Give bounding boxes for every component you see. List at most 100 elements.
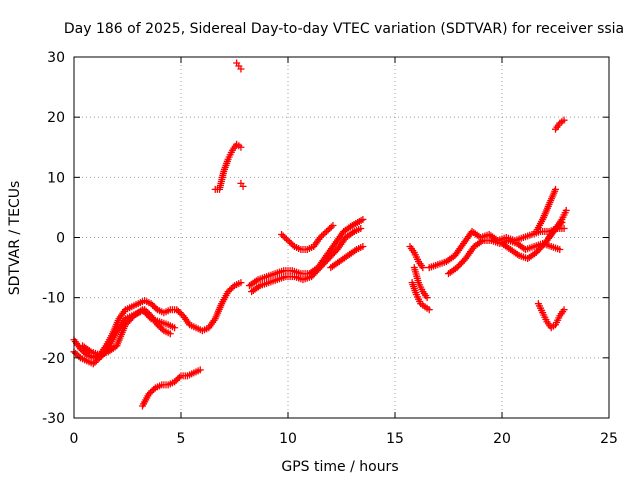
data-point-trail <box>147 388 155 396</box>
data-series-arc-3 <box>79 306 179 359</box>
data-point <box>224 288 232 296</box>
data-series-arc-12 <box>406 243 427 272</box>
x-tick-label: 5 <box>177 431 186 447</box>
data-point-trail <box>150 303 158 311</box>
y-axis-label: SDTVAR / TECUs <box>7 181 23 296</box>
data-point <box>560 116 568 124</box>
data-point-trail <box>75 352 83 360</box>
data-point <box>171 378 179 386</box>
data-point <box>359 243 367 251</box>
data-point-trail <box>281 234 289 241</box>
data-point <box>419 264 427 272</box>
data-point <box>329 221 337 229</box>
data-series-arc-4 <box>138 366 204 410</box>
y-tick-label: 0 <box>56 231 65 247</box>
data-point-trail <box>289 241 297 249</box>
chart-title: Day 186 of 2025, Sidereal Day-to-day VTE… <box>64 21 624 37</box>
data-series-arc-5 <box>211 140 245 193</box>
data-point <box>562 206 570 214</box>
y-tick-label: -30 <box>42 411 65 427</box>
data-series-arc-19 <box>545 206 570 241</box>
data-point-trail <box>319 230 327 238</box>
data-point <box>425 306 433 314</box>
y-tick-label: 10 <box>47 170 65 186</box>
data-point-trail <box>227 285 235 293</box>
y-tick-label: -10 <box>42 291 65 307</box>
data-point-trail <box>157 324 165 332</box>
data-point <box>316 234 324 241</box>
data-point-trail <box>327 223 335 231</box>
x-tick-label: 25 <box>600 431 618 447</box>
data-point <box>173 306 181 314</box>
data-point <box>147 300 155 308</box>
data-point <box>284 237 292 245</box>
data-point-trail <box>318 232 326 240</box>
data-series-arc-1 <box>70 279 245 362</box>
x-tick-label: 0 <box>70 431 79 447</box>
data-point-trail <box>229 283 237 291</box>
data-point-trail <box>149 301 157 309</box>
data-point <box>278 230 286 238</box>
data-point <box>196 366 204 374</box>
data-point-trail <box>150 385 158 393</box>
data-point-trail <box>158 325 166 333</box>
data-point <box>323 227 331 235</box>
data-point <box>357 224 365 232</box>
data-series-arc-13 <box>408 279 433 314</box>
data-point-trail <box>321 229 329 237</box>
data-point <box>552 185 559 193</box>
data-point-trail <box>92 357 100 365</box>
x-tick-label: 15 <box>386 431 404 447</box>
x-tick-label: 10 <box>279 431 297 447</box>
y-tick-label: 30 <box>47 50 65 66</box>
data-series-arc-20 <box>534 300 568 332</box>
data-point-trail <box>152 304 160 312</box>
data-point <box>145 390 153 398</box>
data-point <box>237 143 245 151</box>
x-tick-label: 20 <box>493 431 511 447</box>
data-point-trail <box>146 313 154 321</box>
data-series-arc-11 <box>327 243 367 272</box>
data-point-trail <box>174 375 182 383</box>
data-point <box>423 294 431 302</box>
data-point-trail <box>73 351 81 359</box>
data-point-trail <box>81 349 89 357</box>
data-point <box>239 182 247 190</box>
data-point-trail <box>72 349 80 357</box>
data-point-trail <box>287 240 295 248</box>
data-point <box>237 65 245 73</box>
data-point <box>560 224 568 232</box>
data-point-trail <box>148 387 156 395</box>
data-point-trail <box>174 307 182 315</box>
data-point <box>89 360 97 368</box>
data-series-arc-14 <box>410 264 431 302</box>
data-series-arc-18 <box>532 185 559 235</box>
data-point-trail <box>324 226 332 234</box>
y-tick-label: -20 <box>42 351 65 367</box>
data-point <box>171 324 179 332</box>
data-series-arc-7 <box>237 179 247 190</box>
data-point-trail <box>175 373 183 381</box>
data-layer <box>70 59 570 410</box>
data-point-trail <box>91 358 99 366</box>
x-axis-label: GPS time / hours <box>281 459 398 475</box>
y-tick-label: 20 <box>47 110 65 126</box>
data-series-arc-15 <box>425 224 568 272</box>
data-series-arc-9 <box>248 224 365 296</box>
data-point-trail <box>282 235 290 243</box>
data-point-trail <box>172 376 180 384</box>
tick-layer: 0 5 10 15 20 25 -30 -20 -10 0 10 20 30 <box>42 50 618 447</box>
data-point-trail <box>286 238 294 246</box>
data-point <box>556 246 564 254</box>
data-point <box>166 330 174 338</box>
data-series-arc-6 <box>233 59 245 73</box>
data-point <box>237 279 245 287</box>
data-point-trail <box>326 224 334 232</box>
data-point-trail <box>176 309 184 317</box>
data-point <box>359 215 367 223</box>
data-series-arc-10 <box>278 221 337 254</box>
data-series-arc-21 <box>552 116 568 133</box>
data-point <box>560 306 568 314</box>
data-point-trail <box>226 286 234 294</box>
